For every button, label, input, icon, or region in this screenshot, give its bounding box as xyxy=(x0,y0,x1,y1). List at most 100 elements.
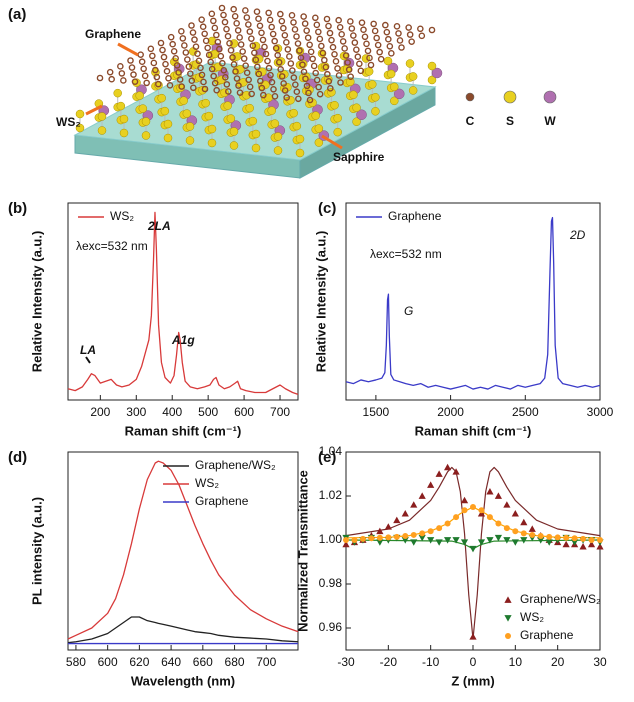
carbon-atom xyxy=(230,61,238,68)
sulfur-atom xyxy=(141,131,151,140)
carbon-atom xyxy=(264,57,271,65)
arrow xyxy=(321,134,343,150)
carbon-atom xyxy=(268,23,275,31)
carbon-atom xyxy=(182,49,190,56)
point xyxy=(342,540,350,548)
carbon-atom xyxy=(342,52,350,59)
carbon-atom xyxy=(236,34,243,41)
sulfur-atom xyxy=(163,119,173,129)
carbon-atom xyxy=(198,16,205,23)
point xyxy=(470,504,476,510)
x-tick-label: 640 xyxy=(161,655,181,669)
carbon-atom xyxy=(388,50,395,57)
carbon-atom xyxy=(335,16,342,24)
carbon-atom xyxy=(303,82,311,90)
carbon-atom xyxy=(214,38,222,46)
carbon-atom xyxy=(127,57,134,64)
annotation: λexc=532 nm xyxy=(370,247,442,261)
carbon-atom xyxy=(324,70,331,78)
carbon-atom xyxy=(297,54,305,61)
sulfur-atom xyxy=(368,80,377,89)
point xyxy=(562,540,570,548)
carbon-atom xyxy=(353,46,360,53)
carbon-atom xyxy=(117,63,124,70)
carbon-atom xyxy=(239,48,246,55)
y-tick-label: 0.96 xyxy=(319,620,343,634)
carbon-atom xyxy=(377,55,385,63)
carbon-atom xyxy=(327,85,334,92)
carbon-atom xyxy=(305,89,312,97)
carbon-atom xyxy=(187,70,194,77)
carbon-atom xyxy=(258,84,266,92)
carbon-atom xyxy=(277,66,284,73)
point xyxy=(512,528,519,535)
carbon-atom xyxy=(296,47,303,54)
carbon-atom xyxy=(271,37,278,45)
carbon-atom xyxy=(150,59,158,67)
carbon-atom xyxy=(190,84,197,92)
carbon-atom xyxy=(315,28,322,36)
sulfur-atom xyxy=(185,122,195,131)
carbon-atom xyxy=(216,45,223,53)
carbon-atom xyxy=(292,81,299,88)
annotation: λexc=532 nm xyxy=(76,239,148,253)
sulfur-atom xyxy=(427,75,437,85)
sulfur-atom xyxy=(226,114,236,123)
carbon-atom xyxy=(354,53,362,61)
carbon-atom xyxy=(325,22,332,30)
carbon-atom xyxy=(398,44,405,51)
y-tick-label: 1.02 xyxy=(319,488,343,502)
carbon-atom xyxy=(367,61,375,69)
sulfur-atom xyxy=(157,93,166,103)
tungsten-atom xyxy=(356,109,367,120)
carbon-atom xyxy=(166,82,174,89)
carbon-atom xyxy=(331,50,338,58)
carbon-atom xyxy=(194,50,201,58)
point xyxy=(410,501,418,508)
carbon-atom xyxy=(106,68,114,76)
carbon-atom xyxy=(406,31,414,38)
point xyxy=(511,539,519,546)
carbon-atom xyxy=(293,33,300,40)
carbon-atom xyxy=(201,30,208,38)
x-tick-label: -10 xyxy=(422,655,440,669)
point xyxy=(580,535,587,542)
carbon-atom xyxy=(289,67,296,74)
carbon-atom xyxy=(208,10,216,18)
carbon-atom xyxy=(323,15,331,23)
label-ws2: WS₂ xyxy=(56,115,81,129)
carbon-atom xyxy=(306,96,314,104)
y-axis-label: Normalized Transmittance xyxy=(295,470,310,632)
x-axis-label: Wavelength (nm) xyxy=(131,673,235,688)
carbon-atom xyxy=(235,82,242,89)
legend-marker xyxy=(505,633,511,639)
carbon-atom xyxy=(184,56,191,63)
carbon-atom xyxy=(257,77,264,85)
point xyxy=(401,537,409,544)
point xyxy=(402,533,409,540)
point xyxy=(418,534,426,542)
carbon-atom xyxy=(300,13,307,20)
carbon-atom xyxy=(344,59,351,66)
carbon-atom xyxy=(131,78,139,85)
carbon-atom xyxy=(363,40,370,48)
sulfur-atom xyxy=(245,103,254,113)
carbon-atom xyxy=(357,67,365,75)
x-tick-label: 500 xyxy=(198,405,218,419)
carbon-atom xyxy=(328,36,335,44)
sulfur-atom xyxy=(371,93,380,102)
carbon-atom xyxy=(165,74,172,82)
carbon-atom xyxy=(138,58,146,66)
carbon-atom xyxy=(309,55,316,63)
carbon-atom xyxy=(266,16,274,24)
sulfur-atom xyxy=(97,126,107,135)
point xyxy=(528,525,536,532)
legend-label: WS₂ xyxy=(110,209,134,223)
carbon-atom xyxy=(315,83,322,91)
carbon-atom xyxy=(191,36,198,43)
point xyxy=(579,543,587,550)
carbon-atom xyxy=(286,53,293,60)
carbon-atom xyxy=(178,83,185,90)
plot-frame xyxy=(67,202,299,401)
arrow xyxy=(85,104,103,116)
